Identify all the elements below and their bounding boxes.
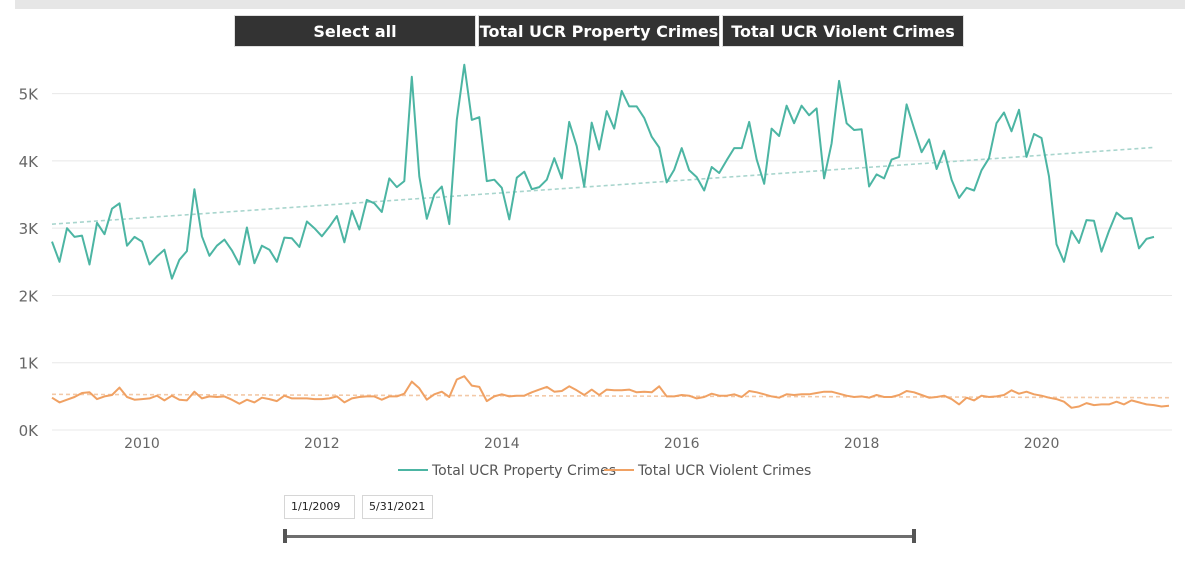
property-crimes-button[interactable]: Total UCR Property Crimes bbox=[478, 15, 720, 47]
slider-start-handle[interactable] bbox=[283, 529, 287, 543]
slider-end-handle[interactable] bbox=[912, 529, 916, 543]
violent-crimes-button[interactable]: Total UCR Violent Crimes bbox=[722, 15, 964, 47]
series-line bbox=[51, 63, 1155, 280]
x-tick-label: 2020 bbox=[1024, 436, 1060, 452]
y-tick-label: 0K bbox=[19, 422, 40, 440]
line-chart: 0K 1K 2K 3K 4K 5K 2010 2012 2014 2016 2018 2020 Tota… bbox=[19, 63, 1172, 479]
top-strip bbox=[15, 0, 1185, 9]
y-tick-label: 2K bbox=[19, 287, 40, 305]
x-tick-label: 2016 bbox=[664, 436, 700, 452]
end-date-input[interactable]: 5/31/2021 bbox=[362, 495, 433, 519]
legend-label: Total UCR Property Crimes bbox=[431, 463, 616, 479]
y-tick-label: 1K bbox=[19, 355, 40, 373]
select-all-button[interactable]: Select all bbox=[234, 15, 476, 47]
date-range-slider-track[interactable] bbox=[284, 535, 916, 538]
x-tick-label: 2018 bbox=[844, 436, 880, 452]
trend-line bbox=[51, 146, 1155, 225]
x-tick-label: 2010 bbox=[124, 436, 160, 452]
legend-label: Total UCR Violent Crimes bbox=[637, 463, 811, 479]
x-tick-label: 2014 bbox=[484, 436, 520, 452]
series-line bbox=[51, 375, 1170, 409]
start-date-input[interactable]: 1/1/2009 bbox=[284, 495, 355, 519]
y-tick-label: 4K bbox=[19, 153, 40, 171]
y-tick-label: 5K bbox=[19, 86, 40, 104]
x-tick-label: 2012 bbox=[304, 436, 340, 452]
y-tick-label: 3K bbox=[19, 220, 40, 238]
